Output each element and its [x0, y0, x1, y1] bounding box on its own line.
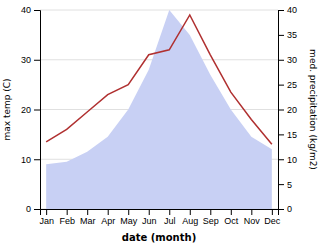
- tick: 30: [21, 55, 40, 65]
- tick-label: Nov: [244, 216, 261, 226]
- tick-mark: [169, 209, 170, 215]
- tick-mark: [278, 85, 284, 86]
- tick: 10: [21, 155, 40, 165]
- tick-label: 0: [287, 204, 292, 214]
- tick-label: 10: [287, 155, 297, 165]
- tick-mark: [34, 159, 40, 160]
- area: [46, 10, 272, 209]
- tick-label: Jul: [164, 216, 176, 226]
- tick-mark: [87, 209, 88, 215]
- tick-mark: [251, 209, 252, 215]
- x-axis: Jan Feb Mar Apr May Jun Jul Aug Sep Oct NovDec: [39, 209, 280, 226]
- tick: Oct: [224, 209, 239, 226]
- tick-mark: [278, 10, 284, 11]
- tick-mark: [67, 209, 68, 215]
- marks: [46, 10, 272, 209]
- axis-line: [279, 11, 285, 210]
- tick: Mar: [80, 209, 96, 226]
- line: [46, 15, 272, 144]
- tick: 5: [278, 180, 292, 190]
- plot: Jan Feb Mar Apr May Jun Jul Aug Sep Oct NovDec 0 10 2…: [21, 5, 297, 226]
- tick: Apr: [101, 209, 115, 226]
- tick-label: 15: [287, 130, 297, 140]
- tick: Dec: [264, 209, 281, 226]
- tick: 15: [278, 130, 297, 140]
- tick-mark: [278, 134, 284, 135]
- tick-label: Apr: [101, 216, 115, 226]
- tick: Jan: [39, 209, 54, 226]
- tick: 10: [278, 155, 297, 165]
- tick-label: 0: [26, 204, 31, 214]
- tick-mark: [190, 209, 191, 215]
- tick-label: Aug: [182, 216, 198, 226]
- chart: Jan Feb Mar Apr May Jun Jul Aug Sep Oct NovDec 0 10 2…: [0, 0, 318, 247]
- y2-axis: 0 5 10 15 20 25 30 35 40: [278, 5, 297, 214]
- tick-mark: [278, 184, 284, 185]
- tick-mark: [149, 209, 150, 215]
- tick-mark: [278, 110, 284, 111]
- tick-label: 20: [21, 105, 31, 115]
- tick-label: Jun: [142, 216, 157, 226]
- grid: [40, 10, 278, 209]
- tick-label: Dec: [264, 216, 281, 226]
- tick-label: Oct: [224, 216, 239, 226]
- tick-label: 5: [287, 180, 292, 190]
- tick-label: 30: [21, 55, 31, 65]
- tick: 40: [21, 5, 40, 15]
- tick-mark: [34, 209, 40, 210]
- tick-label: Feb: [59, 216, 75, 226]
- tick-mark: [278, 60, 284, 61]
- x-axis-title: date (month): [122, 232, 196, 243]
- axis-line: [41, 210, 279, 216]
- tick-label: 40: [287, 5, 297, 15]
- tick-mark: [34, 60, 40, 61]
- tick: 20: [21, 105, 40, 115]
- tick: May: [120, 209, 138, 226]
- tick-label: 35: [287, 30, 297, 40]
- tick-mark: [210, 209, 211, 215]
- tick: Aug: [182, 209, 198, 226]
- tick: 0: [278, 204, 292, 214]
- tick-label: 30: [287, 55, 297, 65]
- tick-mark: [231, 209, 232, 215]
- tick-mark: [46, 209, 47, 215]
- axis-line: [34, 11, 41, 210]
- tick: 20: [278, 105, 297, 115]
- grid-line: [40, 10, 278, 11]
- tick-mark: [34, 10, 40, 11]
- tick-mark: [278, 35, 284, 36]
- tick-label: 40: [21, 5, 31, 15]
- tick: Jun: [142, 209, 157, 226]
- tick: Nov: [244, 209, 261, 226]
- tick: Jul: [164, 209, 176, 226]
- tick-mark: [34, 110, 40, 111]
- tick: Feb: [59, 209, 75, 226]
- tick-label: Jan: [39, 216, 54, 226]
- tick: Sep: [203, 209, 219, 226]
- tick-mark: [108, 209, 109, 215]
- tick-label: 25: [287, 80, 297, 90]
- tick-label: Sep: [203, 216, 219, 226]
- tick-label: May: [120, 216, 138, 226]
- tick: 25: [278, 80, 297, 90]
- tick: 40: [278, 5, 297, 15]
- y2-axis-title: med. precipitation (kg/m2): [308, 49, 318, 170]
- tick-label: 20: [287, 105, 297, 115]
- tick: 30: [278, 55, 297, 65]
- tick: 35: [278, 30, 297, 40]
- tick-label: 10: [21, 155, 31, 165]
- y-axis: 0 10 20 30 40: [21, 5, 41, 214]
- tick-mark: [278, 159, 284, 160]
- tick: 0: [26, 204, 40, 214]
- tick-label: Mar: [80, 216, 96, 226]
- y-axis-title: max temp (C): [2, 78, 12, 140]
- tick-mark: [278, 209, 284, 210]
- tick-mark: [272, 209, 273, 215]
- tick-mark: [128, 209, 129, 215]
